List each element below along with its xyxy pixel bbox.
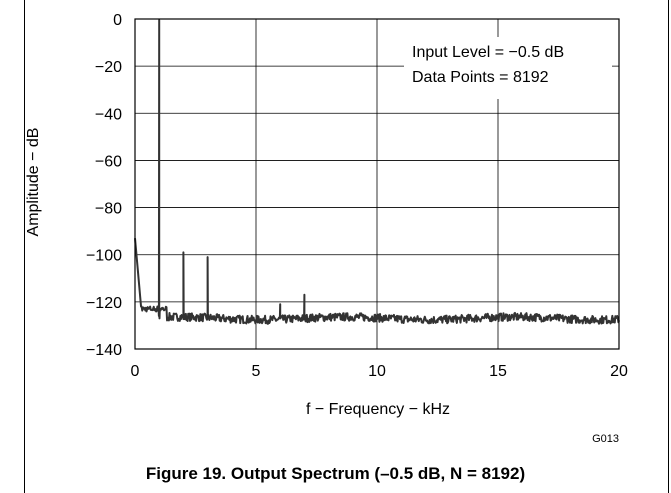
x-tick-label: 15 bbox=[489, 363, 507, 380]
x-axis-label: f − Frequency − kHz bbox=[306, 401, 450, 418]
annotation-input-level: Input Level = −0.5 dB bbox=[412, 44, 564, 61]
y-tick-label: −20 bbox=[95, 59, 122, 76]
figure-code: G013 bbox=[592, 433, 619, 445]
annotation-data-points: Data Points = 8192 bbox=[412, 69, 549, 86]
figure-caption: Figure 19. Output Spectrum (–0.5 dB, N =… bbox=[145, 464, 526, 483]
annotation-background bbox=[404, 37, 612, 99]
plot-area-border bbox=[134, 18, 620, 350]
output-spectrum-chart: 0 5 10 15 20 0 −20 −40 −60 −80 −100 −120 −140 Input … bbox=[25, 12, 628, 445]
x-tick-label: 20 bbox=[610, 363, 628, 380]
y-tick-label: 0 bbox=[113, 12, 122, 29]
y-tick-label: −120 bbox=[86, 295, 122, 312]
x-tick-label: 0 bbox=[131, 363, 140, 380]
y-tick-label: −80 bbox=[95, 201, 122, 218]
spectrum-line bbox=[134, 19, 620, 325]
x-tick-label: 5 bbox=[252, 363, 261, 380]
y-tick-label: −60 bbox=[95, 153, 122, 170]
x-tick-label: 10 bbox=[368, 363, 386, 380]
tick-labels: 0 5 10 15 20 0 −20 −40 −60 −80 −100 −120 −140 bbox=[86, 12, 628, 380]
y-tick-label: −140 bbox=[86, 342, 122, 359]
y-tick-label: −100 bbox=[86, 248, 122, 265]
y-tick-label: −40 bbox=[95, 106, 122, 123]
spectrum-series bbox=[134, 19, 620, 325]
y-axis-label: Amplitude − dB bbox=[25, 128, 42, 237]
